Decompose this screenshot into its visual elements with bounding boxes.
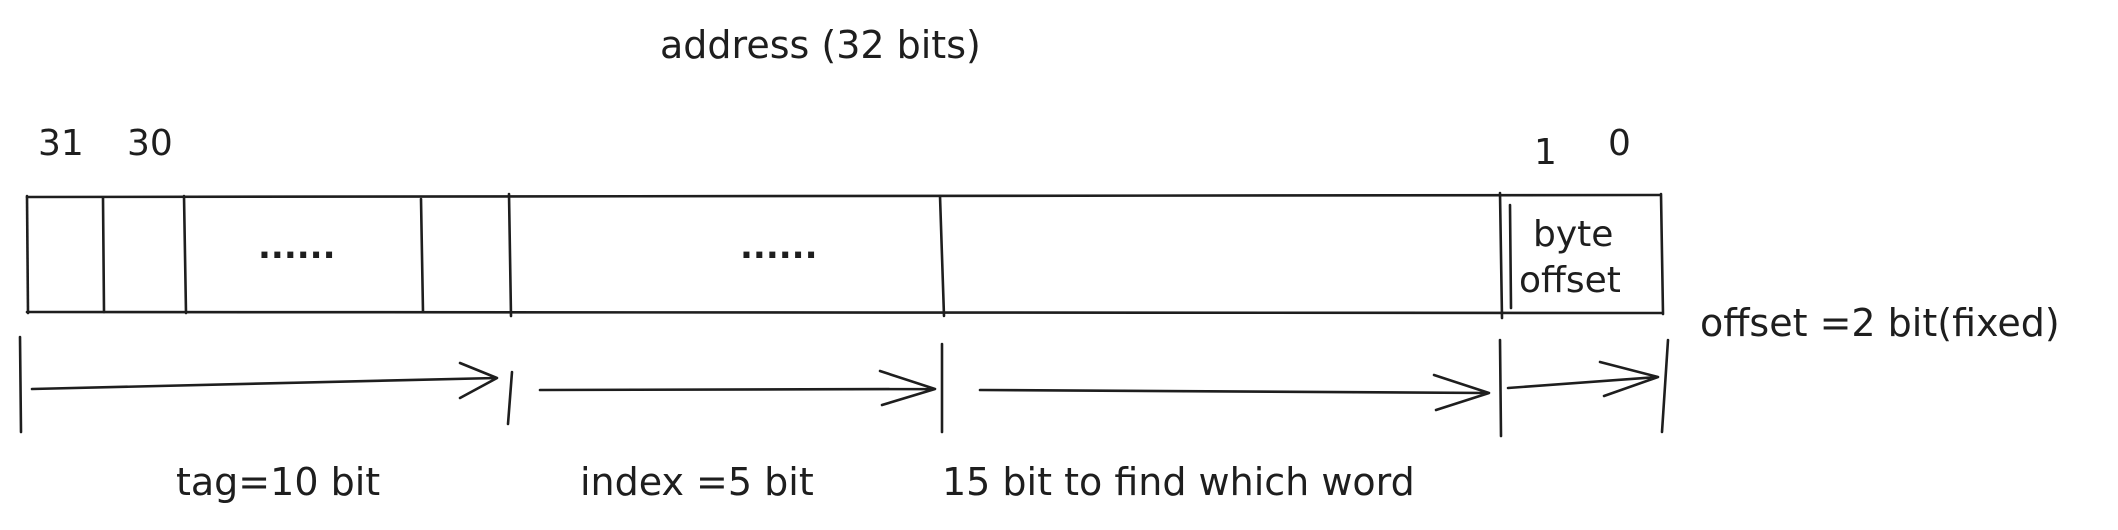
tag-ellipsis: ...... <box>258 227 336 267</box>
divider-before-tag-end <box>419 197 425 314</box>
divider-word-offset <box>1498 191 1504 320</box>
divider-31-30 <box>101 196 106 314</box>
index-range-arrow <box>538 369 937 407</box>
word-range-arrow <box>978 373 1491 412</box>
bit-number-30: 30 <box>127 123 173 164</box>
bit-number-0: 0 <box>1608 123 1631 164</box>
byte-offset-label-line1: byte <box>1533 214 1613 255</box>
register-top-edge <box>25 193 1662 199</box>
register-bottom-edge <box>25 310 1664 315</box>
diagram-title: address (32 bits) <box>660 23 981 67</box>
tag-field-label: tag=10 bit <box>176 460 380 504</box>
byte-offset-label-line2: offset <box>1519 260 1621 301</box>
index-field-label: index =5 bit <box>580 460 814 504</box>
bit-number-1: 1 <box>1534 132 1557 173</box>
word-field-label: 15 bit to find which word <box>942 460 1415 504</box>
bit-number-31: 31 <box>38 123 84 164</box>
divider-index-word <box>938 194 946 318</box>
tick-offset-end <box>1660 338 1670 434</box>
tick-tag-end <box>506 370 514 426</box>
divider-tag-index <box>507 192 513 318</box>
offset-note: offset =2 bit(fixed) <box>1700 301 2060 345</box>
divider-word-offset-inner <box>1508 203 1513 310</box>
offset-range-arrow <box>1506 360 1660 398</box>
tick-word-end <box>1498 338 1503 438</box>
divider-after-30 <box>182 194 188 315</box>
tag-range-arrow <box>30 361 499 400</box>
index-ellipsis: ...... <box>740 227 818 267</box>
register-left-edge <box>25 194 30 315</box>
address-register <box>25 191 1665 320</box>
tick-tag-start <box>18 335 23 434</box>
range-arrows <box>18 335 1670 438</box>
register-right-edge <box>1659 192 1665 316</box>
